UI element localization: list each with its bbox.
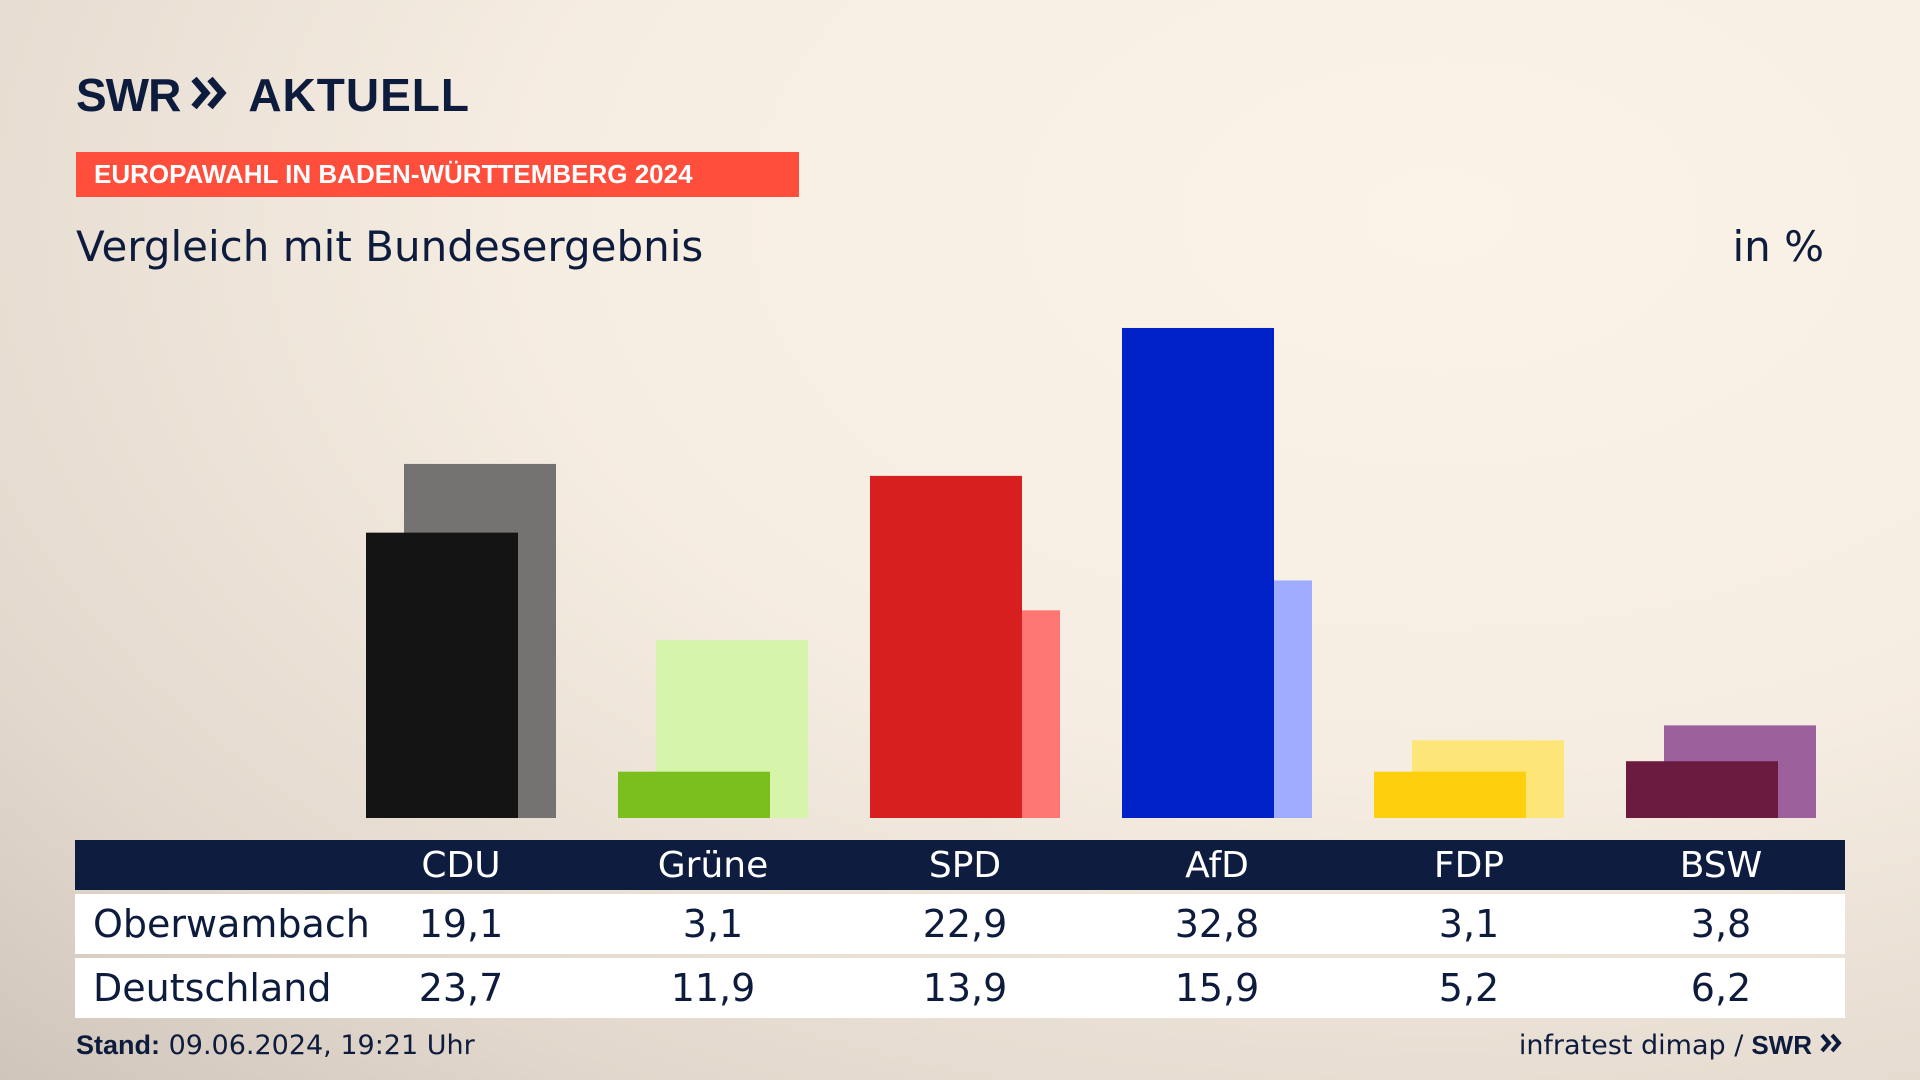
brand-aktuell: AKTUELL <box>248 69 470 121</box>
value-cell: 13,9 <box>922 966 1008 1010</box>
bar-oberwambach-grüne <box>618 771 770 818</box>
double-chevron-icon <box>190 73 230 117</box>
source-text: infratest dimap / <box>1518 1030 1744 1061</box>
value-cell: 15,9 <box>1174 966 1260 1010</box>
value-cell: 22,9 <box>922 902 1008 946</box>
value-cell: 32,8 <box>1174 902 1260 946</box>
bar-oberwambach-spd <box>870 475 1022 818</box>
table-row: Deutschland 23,7 11,9 13,9 15,9 5,2 6,2 <box>75 958 1845 1018</box>
column-header-spd: SPD <box>928 844 1002 886</box>
stand-value: 09.06.2024, 19:21 Uhr <box>168 1030 475 1061</box>
column-header-afd: AfD <box>1185 844 1249 886</box>
brand-logo: SWR AKTUELL <box>76 68 470 122</box>
value-cell: 3,1 <box>682 902 744 946</box>
column-header-bsw: BSW <box>1679 844 1763 886</box>
kicker-banner: EUROPAWAHL IN BADEN-WÜRTTEMBERG 2024 <box>76 152 799 197</box>
column-header-fdp: FDP <box>1433 844 1505 886</box>
column-header-grüne: Grüne <box>657 844 769 886</box>
bar-chart <box>366 327 1816 818</box>
stand-label: Stand: <box>76 1030 160 1060</box>
table-header: CDU Grüne SPD AfD FDP BSW <box>75 840 1845 890</box>
table-row: Oberwambach 19,1 3,1 22,9 32,8 3,1 3,8 <box>75 894 1845 954</box>
unit-label: in % <box>1732 222 1824 271</box>
value-cell: 11,9 <box>670 966 756 1010</box>
value-cell: 6,2 <box>1690 966 1752 1010</box>
footer-source: infratest dimap / SWR <box>1519 1030 1844 1061</box>
value-cell: 19,1 <box>418 902 504 946</box>
double-chevron-icon <box>1820 1030 1844 1061</box>
footer-stand: Stand: 09.06.2024, 19:21 Uhr <box>76 1030 475 1061</box>
column-header-cdu: CDU <box>421 844 501 886</box>
bar-oberwambach-cdu <box>366 532 518 818</box>
value-cell: 3,8 <box>1690 902 1752 946</box>
footer-swr-logo: SWR <box>1751 1030 1812 1060</box>
bar-oberwambach-afd <box>1122 327 1274 818</box>
results-table: CDU Grüne SPD AfD FDP BSW Oberwambach 19,1 3,1… <box>75 840 1845 1018</box>
value-cell: 3,1 <box>1438 902 1500 946</box>
value-cell: 23,7 <box>418 966 504 1010</box>
brand-swr: SWR <box>76 69 181 121</box>
row-label: Oberwambach <box>93 902 370 946</box>
value-cell: 5,2 <box>1438 966 1500 1010</box>
bar-oberwambach-bsw <box>1626 761 1778 818</box>
bar-oberwambach-fdp <box>1374 771 1526 818</box>
row-label: Deutschland <box>93 966 332 1010</box>
chart-title: Vergleich mit Bundesergebnis <box>76 222 704 271</box>
